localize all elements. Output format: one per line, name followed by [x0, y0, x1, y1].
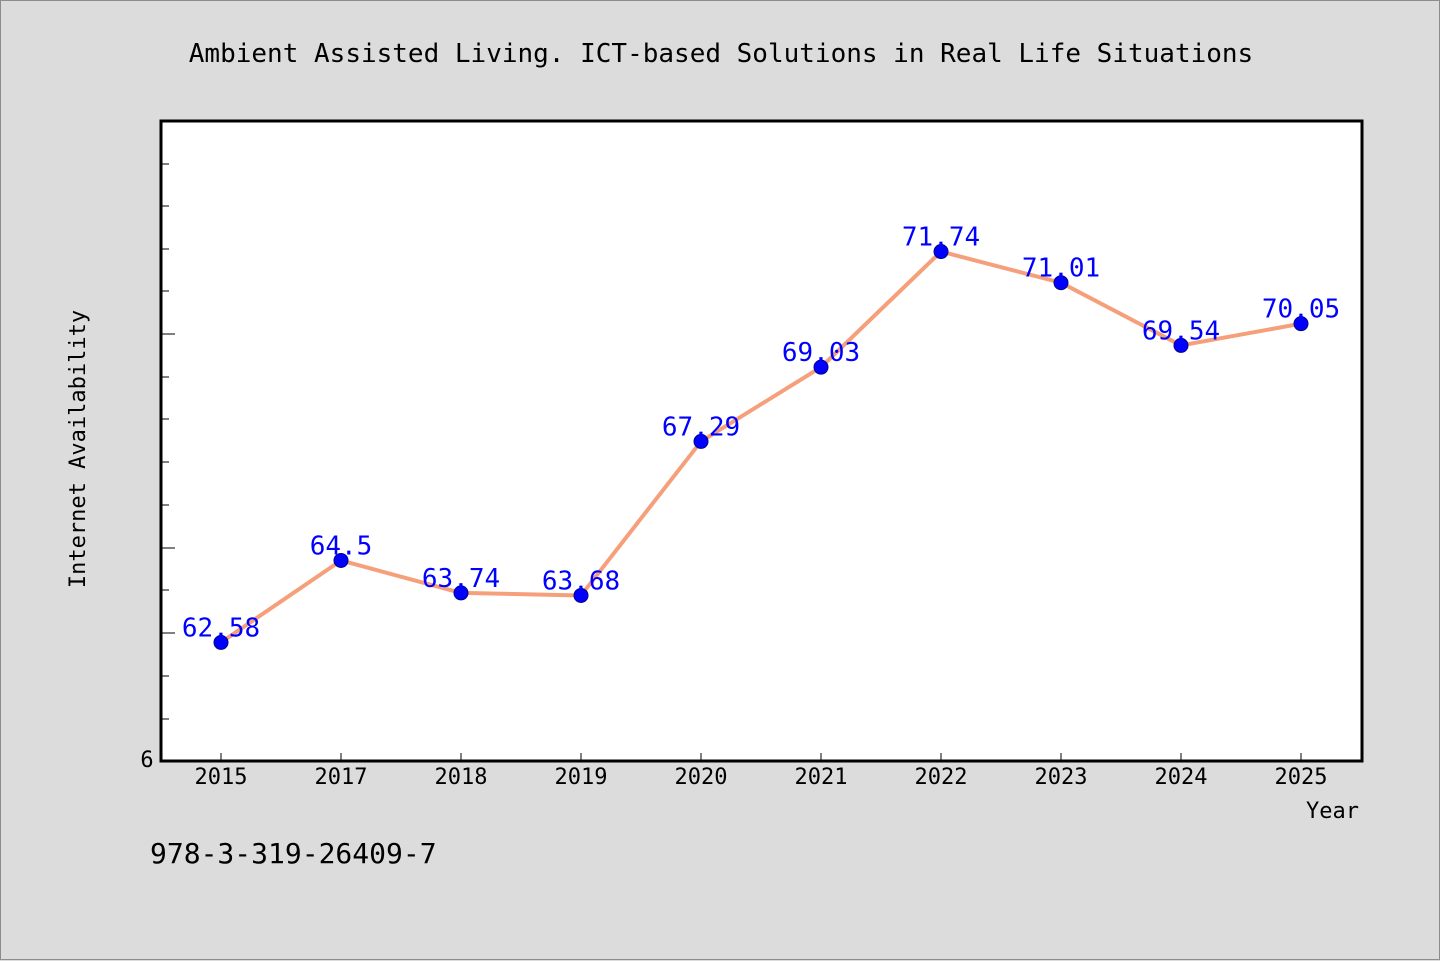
x-tick-label: 2024: [1155, 765, 1208, 790]
x-tick-label: 2021: [795, 765, 848, 790]
data-point: [813, 359, 829, 375]
data-label: 63.74: [422, 564, 500, 594]
data-label: 69.03: [782, 338, 860, 368]
x-tick-label: 2023: [1035, 765, 1088, 790]
data-point: [453, 585, 469, 601]
data-label: 71.01: [1022, 254, 1100, 284]
x-tick-label: 2018: [435, 765, 488, 790]
data-label: 62.58: [182, 613, 260, 643]
x-tick-label: 2025: [1275, 765, 1328, 790]
x-tick-label: 2020: [675, 765, 728, 790]
data-label: 64.5: [310, 531, 373, 561]
data-point: [1293, 316, 1309, 332]
y-axis-ticks: 6: [140, 163, 175, 773]
series-line: [219, 249, 1302, 645]
data-label: 67.29: [662, 412, 740, 442]
data-point: [573, 587, 589, 603]
x-tick-label: 2019: [555, 765, 608, 790]
data-point: [213, 634, 229, 650]
data-point: [1173, 337, 1189, 353]
data-point: [933, 244, 949, 260]
x-axis-label: Year: [1306, 799, 1359, 824]
x-tick-label: 2022: [915, 765, 968, 790]
data-label: 70.05: [1262, 295, 1340, 325]
footer-isbn: 978-3-319-26409-7: [150, 837, 437, 870]
data-label: 71.74: [902, 223, 980, 253]
data-point: [1053, 275, 1069, 291]
data-markers: [213, 244, 1309, 650]
x-tick-label: 2015: [195, 765, 248, 790]
plot-area: [159, 119, 1364, 763]
data-labels: 62.58 64.5 63.74 63.68 67.29 69.03 71.74 71.01 6…: [182, 223, 1340, 644]
x-tick-label: 2017: [315, 765, 368, 790]
y-axis-label: Internet Availability: [66, 310, 91, 588]
data-label: 69.54: [1142, 316, 1220, 346]
data-label: 63.68: [542, 566, 620, 596]
x-axis-ticks: 2015 2017 2018 2019 2020 2021 2022 2023 2024 2025: [195, 753, 1328, 790]
data-point: [333, 552, 349, 568]
chart-title: Ambient Assisted Living. ICT-based Solut…: [189, 39, 1253, 69]
data-point: [693, 433, 709, 449]
y-tick-label: 6: [140, 748, 153, 773]
